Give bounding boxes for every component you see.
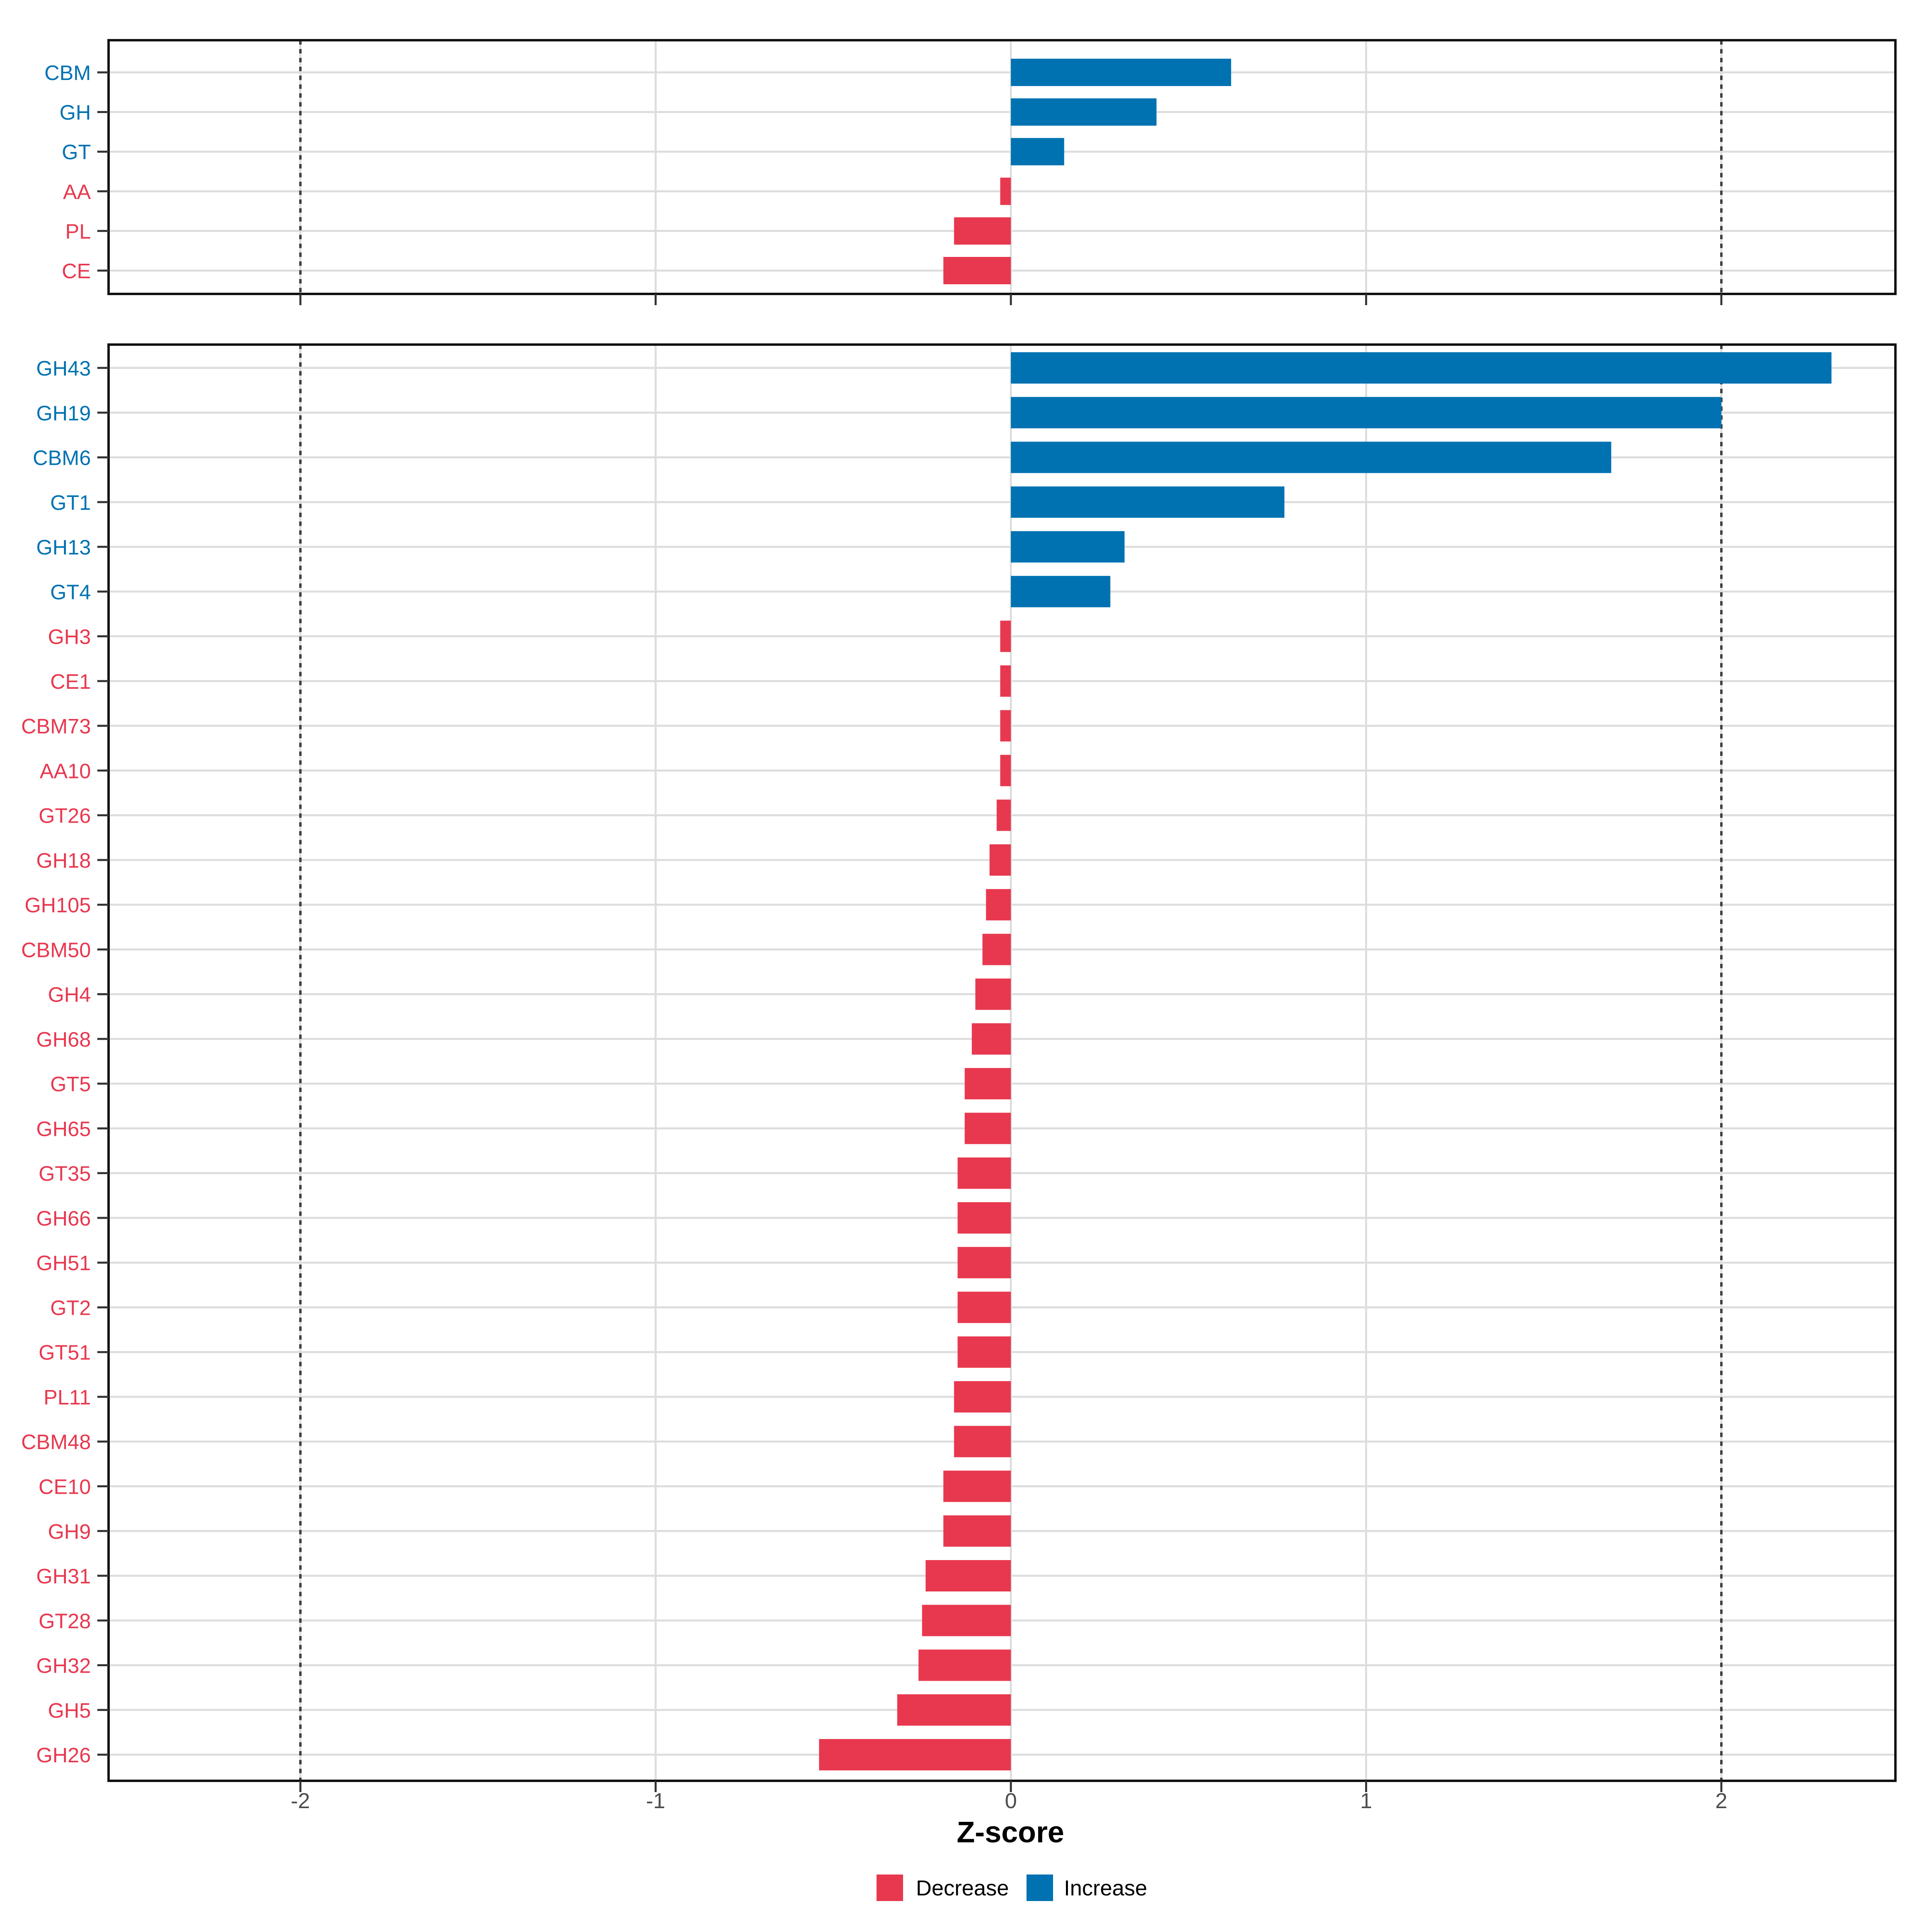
category-label-PL11: PL11 bbox=[43, 1386, 91, 1409]
bar-AA bbox=[1000, 177, 1011, 205]
category-label-GH13: GH13 bbox=[36, 536, 91, 559]
bar-GH105 bbox=[986, 889, 1011, 921]
bar-GH26 bbox=[819, 1739, 1011, 1771]
bar-GH51 bbox=[957, 1247, 1011, 1279]
category-label-GH32: GH32 bbox=[36, 1655, 91, 1678]
bar-GH66 bbox=[957, 1202, 1011, 1234]
bar-GH4 bbox=[975, 978, 1011, 1010]
x-tick-label-2: 2 bbox=[1715, 1789, 1727, 1813]
category-label-GH68: GH68 bbox=[36, 1028, 91, 1051]
category-label-GT5: GT5 bbox=[50, 1073, 91, 1096]
category-label-GT28: GT28 bbox=[39, 1610, 91, 1633]
x-tick-label--2: -2 bbox=[291, 1789, 310, 1813]
bar-GH9 bbox=[943, 1515, 1011, 1547]
category-label-CE1: CE1 bbox=[50, 670, 91, 694]
category-label-GH: GH bbox=[60, 101, 91, 125]
category-label-GH5: GH5 bbox=[48, 1699, 91, 1723]
bar-GT bbox=[1011, 138, 1064, 166]
category-label-CBM6: CBM6 bbox=[33, 447, 91, 470]
category-label-GH18: GH18 bbox=[36, 849, 91, 873]
category-label-GH65: GH65 bbox=[36, 1117, 91, 1141]
category-label-GT4: GT4 bbox=[50, 581, 91, 604]
bar-AA10 bbox=[1000, 755, 1011, 786]
category-label-GH43: GH43 bbox=[36, 357, 91, 380]
category-label-GH9: GH9 bbox=[48, 1520, 91, 1544]
bar-CBM50 bbox=[982, 934, 1011, 965]
cazyme-class-panel: CBM GH GT AA PL CE bbox=[44, 39, 1897, 305]
category-label-AA: AA bbox=[63, 181, 91, 204]
bar-CE10 bbox=[943, 1470, 1011, 1502]
panels-layer: CBM GH GT AA PL CE GH43 GH19 CBM6 GT1 GH13 GT4 GH3 CE… bbox=[21, 39, 1897, 1813]
bar-CBM bbox=[1011, 59, 1231, 86]
bar-GH31 bbox=[926, 1560, 1011, 1592]
category-label-CBM48: CBM48 bbox=[21, 1431, 91, 1454]
category-label-GH4: GH4 bbox=[48, 983, 91, 1007]
bar-CBM73 bbox=[1000, 710, 1011, 742]
category-label-CBM73: CBM73 bbox=[21, 715, 91, 738]
x-tick-label--1: -1 bbox=[646, 1789, 665, 1813]
x-tick-label-0: 0 bbox=[1005, 1789, 1017, 1813]
legend-label-decrease: Decrease bbox=[916, 1876, 1009, 1900]
category-label-GT2: GT2 bbox=[50, 1296, 91, 1320]
category-label-GT51: GT51 bbox=[39, 1341, 91, 1365]
category-label-GH51: GH51 bbox=[36, 1252, 91, 1275]
category-label-GT35: GT35 bbox=[39, 1162, 91, 1186]
category-label-GT26: GT26 bbox=[39, 805, 91, 828]
bar-GH13 bbox=[1011, 531, 1125, 563]
category-label-PL: PL bbox=[65, 220, 91, 243]
bar-GH18 bbox=[990, 844, 1011, 876]
bar-GH65 bbox=[965, 1113, 1011, 1144]
bar-GH32 bbox=[918, 1649, 1011, 1681]
category-label-CBM50: CBM50 bbox=[21, 938, 91, 962]
bar-CBM6 bbox=[1011, 441, 1612, 473]
panel-border bbox=[107, 343, 1897, 1782]
bar-GT35 bbox=[957, 1157, 1011, 1189]
category-label-GH19: GH19 bbox=[36, 402, 91, 425]
bar-CE1 bbox=[1000, 665, 1011, 697]
legend: Decrease Increase bbox=[877, 1875, 1147, 1901]
x-axis-title: Z-score bbox=[957, 1815, 1064, 1849]
bar-CBM48 bbox=[954, 1426, 1011, 1458]
category-label-AA10: AA10 bbox=[40, 760, 91, 783]
category-label-CE: CE bbox=[62, 260, 91, 283]
bar-GH3 bbox=[1000, 620, 1011, 652]
category-label-GT1: GT1 bbox=[50, 491, 91, 515]
bar-GT26 bbox=[996, 799, 1011, 831]
x-tick-label-1: 1 bbox=[1360, 1789, 1372, 1813]
bar-GH5 bbox=[897, 1694, 1011, 1726]
bar-GT2 bbox=[957, 1291, 1011, 1323]
bar-GH bbox=[1011, 98, 1157, 126]
bar-PL bbox=[954, 217, 1011, 245]
panel-border bbox=[107, 39, 1897, 295]
legend-swatch-decrease bbox=[877, 1875, 903, 1901]
legend-swatch-increase bbox=[1027, 1875, 1053, 1901]
category-label-GH3: GH3 bbox=[48, 626, 91, 649]
bar-CE bbox=[943, 257, 1011, 284]
bar-GT28 bbox=[922, 1605, 1011, 1636]
category-label-CBM: CBM bbox=[44, 62, 91, 85]
category-label-GT: GT bbox=[62, 141, 91, 164]
bar-GT5 bbox=[965, 1068, 1011, 1100]
category-label-GH26: GH26 bbox=[36, 1744, 91, 1767]
bar-GH19 bbox=[1011, 397, 1722, 429]
bar-GH68 bbox=[971, 1023, 1011, 1055]
bar-PL11 bbox=[954, 1381, 1011, 1413]
panel-background bbox=[109, 40, 1895, 294]
legend-label-increase: Increase bbox=[1064, 1876, 1147, 1900]
bar-GT4 bbox=[1011, 576, 1111, 608]
bar-GH43 bbox=[1011, 352, 1831, 384]
category-label-CE10: CE10 bbox=[39, 1476, 91, 1499]
cazyme-family-panel: GH43 GH19 CBM6 GT1 GH13 GT4 GH3 CE1 CBM73 AA10 GT2… bbox=[21, 343, 1897, 1813]
bar-GT51 bbox=[957, 1336, 1011, 1368]
bar-GT1 bbox=[1011, 486, 1285, 518]
category-label-GH66: GH66 bbox=[36, 1207, 91, 1230]
category-label-GH31: GH31 bbox=[36, 1565, 91, 1588]
category-label-GH105: GH105 bbox=[25, 894, 91, 917]
